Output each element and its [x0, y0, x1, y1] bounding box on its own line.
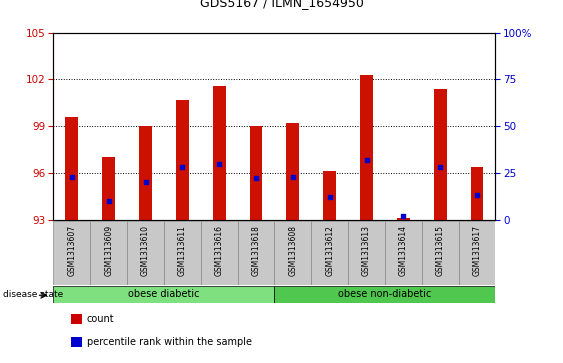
Point: [399, 213, 408, 219]
Bar: [323, 171, 336, 220]
Point: [288, 174, 297, 180]
Point: [252, 176, 261, 182]
Point: [325, 194, 334, 200]
Bar: [360, 75, 373, 220]
Point: [141, 179, 150, 185]
Text: disease state: disease state: [3, 290, 63, 299]
Text: GSM1313611: GSM1313611: [178, 225, 187, 276]
Point: [68, 174, 77, 180]
Bar: [311, 221, 348, 285]
Bar: [102, 157, 115, 220]
Bar: [176, 100, 189, 220]
Text: GSM1313615: GSM1313615: [436, 225, 445, 276]
Bar: [459, 221, 495, 285]
Bar: [201, 221, 238, 285]
Text: GSM1313609: GSM1313609: [104, 225, 113, 276]
Bar: [397, 218, 410, 220]
Text: GSM1313612: GSM1313612: [325, 225, 334, 276]
Text: GSM1313607: GSM1313607: [68, 225, 77, 276]
Point: [104, 198, 113, 204]
Bar: [71, 337, 82, 347]
Bar: [249, 126, 262, 220]
Bar: [139, 126, 152, 220]
Text: percentile rank within the sample: percentile rank within the sample: [87, 337, 252, 347]
Point: [436, 164, 445, 170]
Bar: [275, 221, 311, 285]
Bar: [275, 286, 495, 303]
Bar: [65, 117, 78, 220]
Point: [472, 192, 481, 198]
Bar: [53, 221, 90, 285]
Text: GDS5167 / ILMN_1654950: GDS5167 / ILMN_1654950: [199, 0, 364, 9]
Text: obese diabetic: obese diabetic: [128, 289, 200, 299]
Bar: [213, 86, 226, 220]
Text: GSM1313617: GSM1313617: [472, 225, 481, 276]
Text: count: count: [87, 314, 114, 324]
Text: GSM1313613: GSM1313613: [362, 225, 371, 276]
Bar: [471, 167, 484, 220]
Bar: [127, 221, 164, 285]
Point: [178, 164, 187, 170]
Bar: [434, 89, 446, 220]
Bar: [385, 221, 422, 285]
Text: GSM1313614: GSM1313614: [399, 225, 408, 276]
Bar: [287, 123, 300, 220]
Text: GSM1313608: GSM1313608: [288, 225, 297, 276]
Text: GSM1313610: GSM1313610: [141, 225, 150, 276]
Bar: [90, 221, 127, 285]
Bar: [238, 221, 275, 285]
Point: [362, 157, 371, 163]
Text: obese non-diabetic: obese non-diabetic: [338, 289, 432, 299]
Bar: [71, 314, 82, 324]
Bar: [422, 221, 459, 285]
Point: [215, 161, 224, 167]
Bar: [53, 286, 275, 303]
Text: GSM1313618: GSM1313618: [252, 225, 261, 276]
Bar: [348, 221, 385, 285]
Bar: [164, 221, 201, 285]
Text: GSM1313616: GSM1313616: [215, 225, 224, 276]
